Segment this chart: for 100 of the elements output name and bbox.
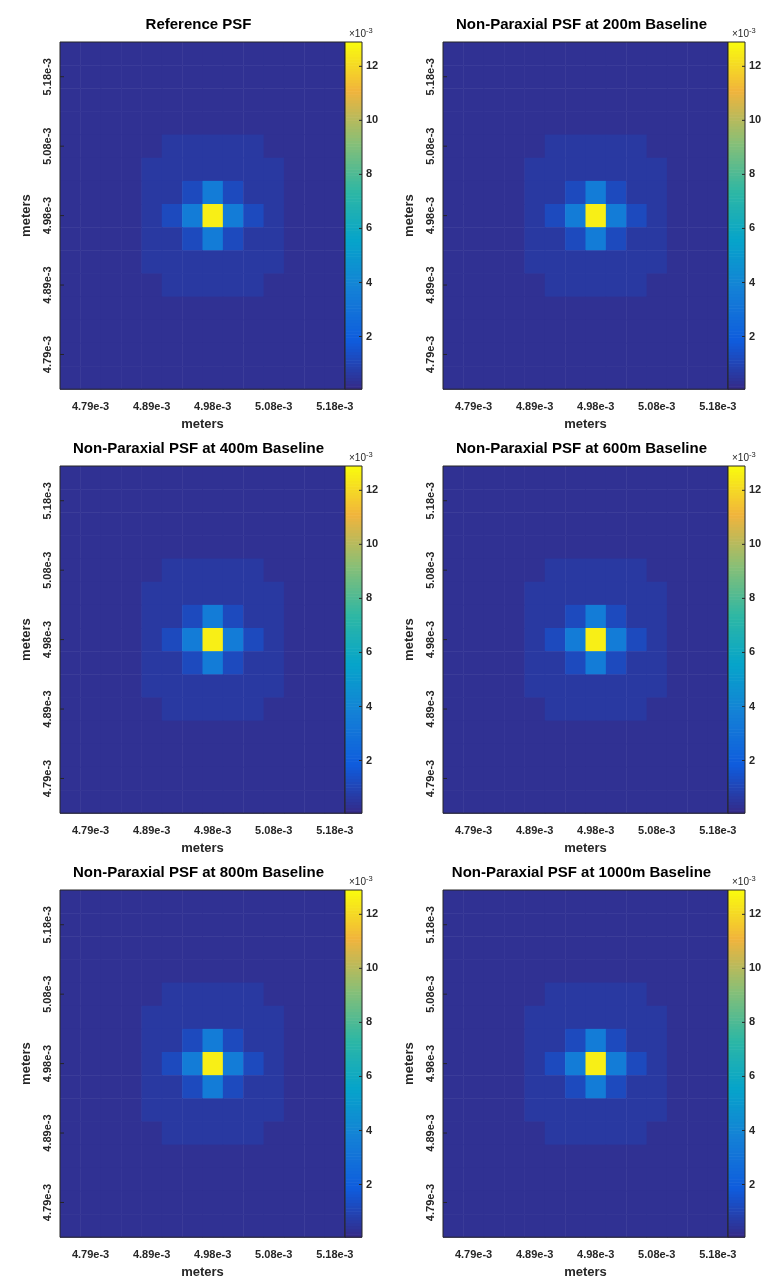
- x-tick-label: 4.98e-3: [577, 1247, 615, 1260]
- x-tick-label: 5.08e-3: [255, 823, 293, 836]
- y-tick-label: 5.08e-3: [424, 975, 437, 1013]
- x-axis-title: meters: [564, 415, 607, 431]
- color-bar-label: 6: [749, 1069, 756, 1082]
- y-tick-label: 4.79e-3: [424, 759, 437, 798]
- x-tick-label: 4.89e-3: [132, 823, 171, 836]
- color-bar-label: 12: [366, 907, 379, 920]
- chart-title: Reference PSF: [145, 15, 252, 33]
- x-tick-label: 4.98e-3: [194, 399, 232, 412]
- color-bar-label: 10: [366, 113, 379, 126]
- x-tick-label: 4.79e-3: [71, 1247, 110, 1260]
- y-tick-label: 4.98e-3: [424, 620, 437, 659]
- color-bar-label: 6: [749, 221, 756, 234]
- color-bar-label: 4: [366, 275, 373, 288]
- y-axis-title: meters: [17, 618, 33, 661]
- y-tick-label: 5.18e-3: [424, 482, 437, 520]
- color-bar-label: 2: [366, 753, 373, 766]
- y-tick-label: 4.79e-3: [424, 1183, 437, 1222]
- y-tick-label: 5.08e-3: [424, 127, 437, 165]
- color-bar-label: 12: [749, 59, 762, 72]
- color-bar-label: 6: [749, 645, 756, 658]
- x-tick-label: 5.08e-3: [255, 399, 293, 412]
- y-tick-label: 4.89e-3: [424, 1114, 437, 1152]
- y-tick-label: 5.08e-3: [41, 551, 54, 589]
- color-bar-label: 12: [366, 483, 379, 496]
- chart-title: Non-Paraxial PSF at 600m Baseline: [456, 439, 707, 457]
- x-tick-label: 4.89e-3: [515, 399, 554, 412]
- color-bar-label: 10: [366, 961, 379, 974]
- y-axis-title: meters: [400, 618, 416, 661]
- x-tick-label: 4.98e-3: [194, 1247, 232, 1260]
- color-bar-label: 8: [366, 1015, 373, 1028]
- x-tick-label: 4.98e-3: [577, 823, 615, 836]
- color-bar-label: 4: [749, 275, 756, 288]
- y-tick-label: 5.18e-3: [41, 482, 54, 520]
- y-tick-label: 4.89e-3: [41, 690, 54, 728]
- y-tick-label: 4.98e-3: [424, 1044, 437, 1083]
- x-tick-label: 4.89e-3: [515, 1247, 554, 1260]
- y-tick-label: 4.98e-3: [41, 1044, 54, 1083]
- x-axis-title: meters: [564, 1263, 607, 1279]
- y-tick-label: 4.89e-3: [424, 266, 437, 304]
- x-tick-label: 4.89e-3: [132, 399, 171, 412]
- color-bar-label: 4: [366, 699, 373, 712]
- color-bar-label: 4: [366, 1123, 373, 1136]
- x-tick-label: 5.18e-3: [316, 823, 354, 836]
- chart-title: Non-Paraxial PSF at 800m Baseline: [73, 863, 324, 881]
- x-tick-label: 5.18e-3: [699, 399, 737, 412]
- chart-title: Non-Paraxial PSF at 1000m Baseline: [451, 863, 712, 881]
- x-tick-label: 5.08e-3: [638, 823, 676, 836]
- y-tick-label: 5.18e-3: [41, 58, 54, 96]
- color-bar-label: 12: [366, 59, 379, 72]
- y-tick-label: 4.98e-3: [41, 196, 54, 235]
- y-tick-label: 4.89e-3: [424, 690, 437, 728]
- y-tick-label: 5.08e-3: [424, 551, 437, 589]
- color-bar-label: 10: [749, 537, 762, 550]
- x-tick-label: 4.89e-3: [132, 1247, 171, 1260]
- y-axis-title: meters: [17, 1042, 33, 1085]
- color-bar-label: 6: [366, 645, 373, 658]
- color-bar-label: 10: [366, 537, 379, 550]
- x-tick-label: 4.79e-3: [71, 399, 110, 412]
- x-tick-label: 5.18e-3: [699, 823, 737, 836]
- y-tick-label: 4.79e-3: [41, 335, 54, 374]
- y-tick-label: 4.79e-3: [41, 1183, 54, 1222]
- x-tick-label: 5.08e-3: [638, 1247, 676, 1260]
- color-bar-label: 6: [366, 1069, 373, 1082]
- x-tick-label: 5.18e-3: [316, 1247, 354, 1260]
- x-tick-label: 4.79e-3: [71, 823, 110, 836]
- chart-title: Non-Paraxial PSF at 400m Baseline: [73, 439, 324, 457]
- y-tick-label: 5.18e-3: [424, 906, 437, 944]
- y-tick-label: 4.89e-3: [41, 266, 54, 304]
- y-tick-label: 4.79e-3: [41, 759, 54, 798]
- y-tick-label: 5.08e-3: [41, 975, 54, 1013]
- color-bar-label: 8: [749, 591, 756, 604]
- x-tick-label: 4.79e-3: [454, 1247, 493, 1260]
- color-bar-label: 2: [366, 329, 373, 342]
- x-tick-label: 4.79e-3: [454, 823, 493, 836]
- x-axis-title: meters: [181, 415, 224, 431]
- y-tick-label: 4.79e-3: [424, 335, 437, 374]
- x-tick-label: 5.18e-3: [316, 399, 354, 412]
- color-bar-label: 2: [749, 329, 756, 342]
- y-tick-label: 5.18e-3: [424, 58, 437, 96]
- x-tick-label: 4.98e-3: [577, 399, 615, 412]
- color-bar-label: 8: [749, 167, 756, 180]
- y-axis-title: meters: [400, 194, 416, 237]
- chart-title: Non-Paraxial PSF at 200m Baseline: [456, 15, 707, 33]
- y-axis-title: meters: [17, 194, 33, 237]
- color-bar-label: 4: [749, 699, 756, 712]
- color-bar-label: 2: [749, 1177, 756, 1190]
- x-axis-title: meters: [181, 839, 224, 855]
- x-tick-label: 5.18e-3: [699, 1247, 737, 1260]
- y-tick-label: 4.98e-3: [41, 620, 54, 659]
- x-tick-label: 4.98e-3: [194, 823, 232, 836]
- x-tick-label: 4.89e-3: [515, 823, 554, 836]
- x-axis-title: meters: [181, 1263, 224, 1279]
- x-tick-label: 4.79e-3: [454, 399, 493, 412]
- y-tick-label: 5.18e-3: [41, 906, 54, 944]
- y-tick-label: 5.08e-3: [41, 127, 54, 165]
- y-axis-title: meters: [400, 1042, 416, 1085]
- color-bar-label: 10: [749, 113, 762, 126]
- y-tick-label: 4.98e-3: [424, 196, 437, 235]
